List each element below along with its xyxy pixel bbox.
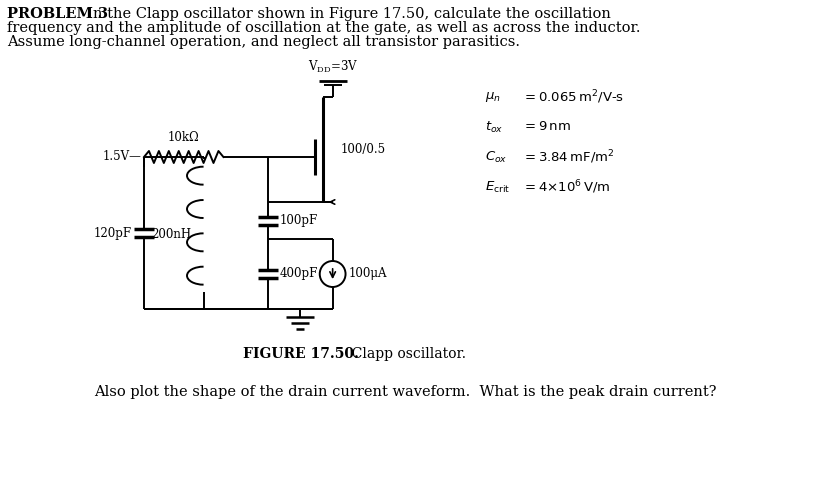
- Text: 10kΩ: 10kΩ: [167, 131, 199, 144]
- Text: 1.5V—: 1.5V—: [102, 150, 141, 163]
- Text: $= 9\,\mathrm{nm}$: $= 9\,\mathrm{nm}$: [522, 120, 571, 133]
- Text: PROBLEM 3: PROBLEM 3: [7, 7, 108, 21]
- Text: 400pF: 400pF: [280, 267, 319, 281]
- Text: $= 4{\times}10^6\,\mathrm{V/m}$: $= 4{\times}10^6\,\mathrm{V/m}$: [522, 178, 611, 196]
- Text: $\mathregular{V_{DD}}$=3V: $\mathregular{V_{DD}}$=3V: [308, 59, 358, 75]
- Text: 100μA: 100μA: [349, 267, 387, 281]
- Text: 100/0.5: 100/0.5: [341, 143, 386, 155]
- Text: $\mu_n$: $\mu_n$: [484, 90, 500, 104]
- Text: Assume long-channel operation, and neglect all transistor parasitics.: Assume long-channel operation, and negle…: [7, 35, 520, 49]
- Text: $C_{ox}$: $C_{ox}$: [484, 150, 507, 165]
- Text: $E_{\rm crit}$: $E_{\rm crit}$: [484, 179, 510, 194]
- Text: $t_{ox}$: $t_{ox}$: [484, 119, 503, 134]
- Text: In the Clapp oscillator shown in Figure 17.50, calculate the oscillation: In the Clapp oscillator shown in Figure …: [78, 7, 611, 21]
- Text: frequency and the amplitude of oscillation at the gate, as well as across the in: frequency and the amplitude of oscillati…: [7, 21, 641, 35]
- Text: $= 3.84\,\mathrm{mF/m^2}$: $= 3.84\,\mathrm{mF/m^2}$: [522, 148, 614, 166]
- Text: Also plot the shape of the drain current waveform.  What is the peak drain curre: Also plot the shape of the drain current…: [94, 385, 717, 399]
- Text: 100pF: 100pF: [280, 214, 319, 227]
- Text: $= 0.065\,\mathrm{m^2/V{\text{-}}s}$: $= 0.065\,\mathrm{m^2/V{\text{-}}s}$: [522, 88, 624, 106]
- Text: 200nH: 200nH: [151, 227, 192, 241]
- Text: 120pF: 120pF: [94, 226, 132, 240]
- Text: FIGURE 17.50.: FIGURE 17.50.: [243, 347, 359, 361]
- Text: Clapp oscillator.: Clapp oscillator.: [342, 347, 466, 361]
